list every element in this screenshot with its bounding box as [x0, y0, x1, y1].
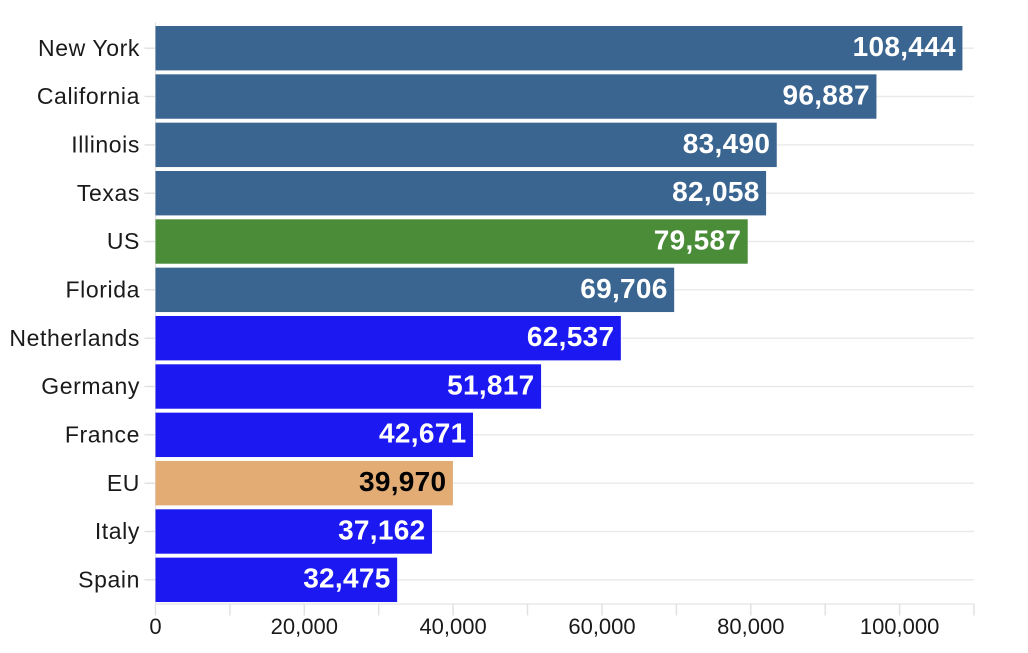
svg-text:100,000: 100,000 — [860, 614, 940, 639]
svg-text:EU: EU — [107, 470, 140, 496]
svg-text:42,671: 42,671 — [379, 418, 466, 449]
svg-text:Illinois: Illinois — [71, 131, 140, 157]
svg-text:Netherlands: Netherlands — [9, 325, 140, 351]
svg-text:Italy: Italy — [95, 518, 140, 544]
svg-text:Germany: Germany — [41, 373, 140, 399]
svg-text:Spain: Spain — [78, 566, 140, 592]
svg-text:US: US — [107, 228, 140, 254]
svg-text:80,000: 80,000 — [717, 614, 784, 639]
svg-text:0: 0 — [149, 614, 161, 639]
svg-text:79,587: 79,587 — [654, 224, 741, 255]
svg-text:New York: New York — [38, 35, 140, 61]
svg-text:83,490: 83,490 — [683, 128, 770, 159]
svg-text:69,706: 69,706 — [580, 273, 667, 304]
svg-text:37,162: 37,162 — [338, 514, 425, 545]
svg-text:60,000: 60,000 — [568, 614, 635, 639]
svg-text:California: California — [37, 83, 140, 109]
svg-text:96,887: 96,887 — [782, 79, 869, 110]
svg-text:32,475: 32,475 — [303, 563, 390, 594]
svg-text:62,537: 62,537 — [527, 321, 614, 352]
svg-text:51,817: 51,817 — [447, 369, 534, 400]
svg-text:108,444: 108,444 — [853, 31, 956, 62]
svg-text:France: France — [65, 421, 140, 447]
svg-text:20,000: 20,000 — [271, 614, 338, 639]
svg-text:40,000: 40,000 — [419, 614, 486, 639]
svg-text:39,970: 39,970 — [359, 466, 446, 497]
svg-text:Florida: Florida — [65, 276, 140, 302]
svg-text:Texas: Texas — [77, 180, 140, 206]
svg-text:82,058: 82,058 — [672, 176, 759, 207]
